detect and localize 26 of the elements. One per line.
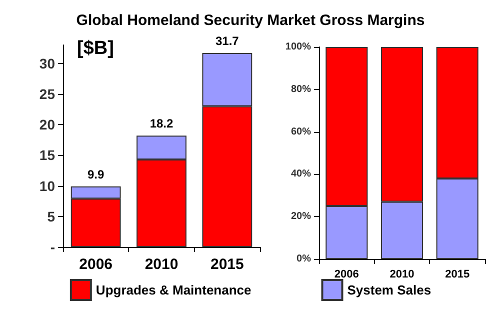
legend-label: System Sales: [347, 282, 432, 298]
y-tick-label: 25: [39, 86, 56, 102]
y-tick-label: 10: [39, 178, 56, 194]
y-tick-label: 40%: [290, 168, 312, 180]
x-tick-label: 2015: [210, 256, 244, 273]
total-label: 31.7: [215, 34, 240, 48]
y-tick-label: 60%: [290, 126, 312, 138]
x-tick-label: 2006: [79, 256, 113, 273]
y-tick-label: 15: [39, 147, 56, 164]
y-tick-label: 100%: [285, 42, 312, 52]
y-tick-label: 30: [39, 55, 56, 72]
annotation: [$B]: [77, 38, 114, 59]
y-tick-label: -: [50, 239, 56, 255]
total-label: 9.9: [87, 167, 104, 182]
y-tick-label: 5: [47, 208, 56, 224]
total-label: 18.2: [150, 116, 174, 131]
y-tick-label: 20: [39, 116, 56, 133]
x-tick-label: 2010: [390, 268, 414, 280]
chart-title: Global Homeland Security Market Gross Margins: [76, 12, 425, 29]
x-tick-label: 2015: [445, 268, 470, 280]
x-tick-label: 2006: [334, 268, 359, 280]
y-tick-label: 80%: [290, 84, 312, 95]
x-tick-label: 2010: [144, 256, 178, 273]
legend-label: Upgrades & Maintenance: [96, 282, 252, 298]
y-tick-label: 0%: [296, 254, 312, 264]
y-tick-label: 20%: [290, 211, 312, 222]
